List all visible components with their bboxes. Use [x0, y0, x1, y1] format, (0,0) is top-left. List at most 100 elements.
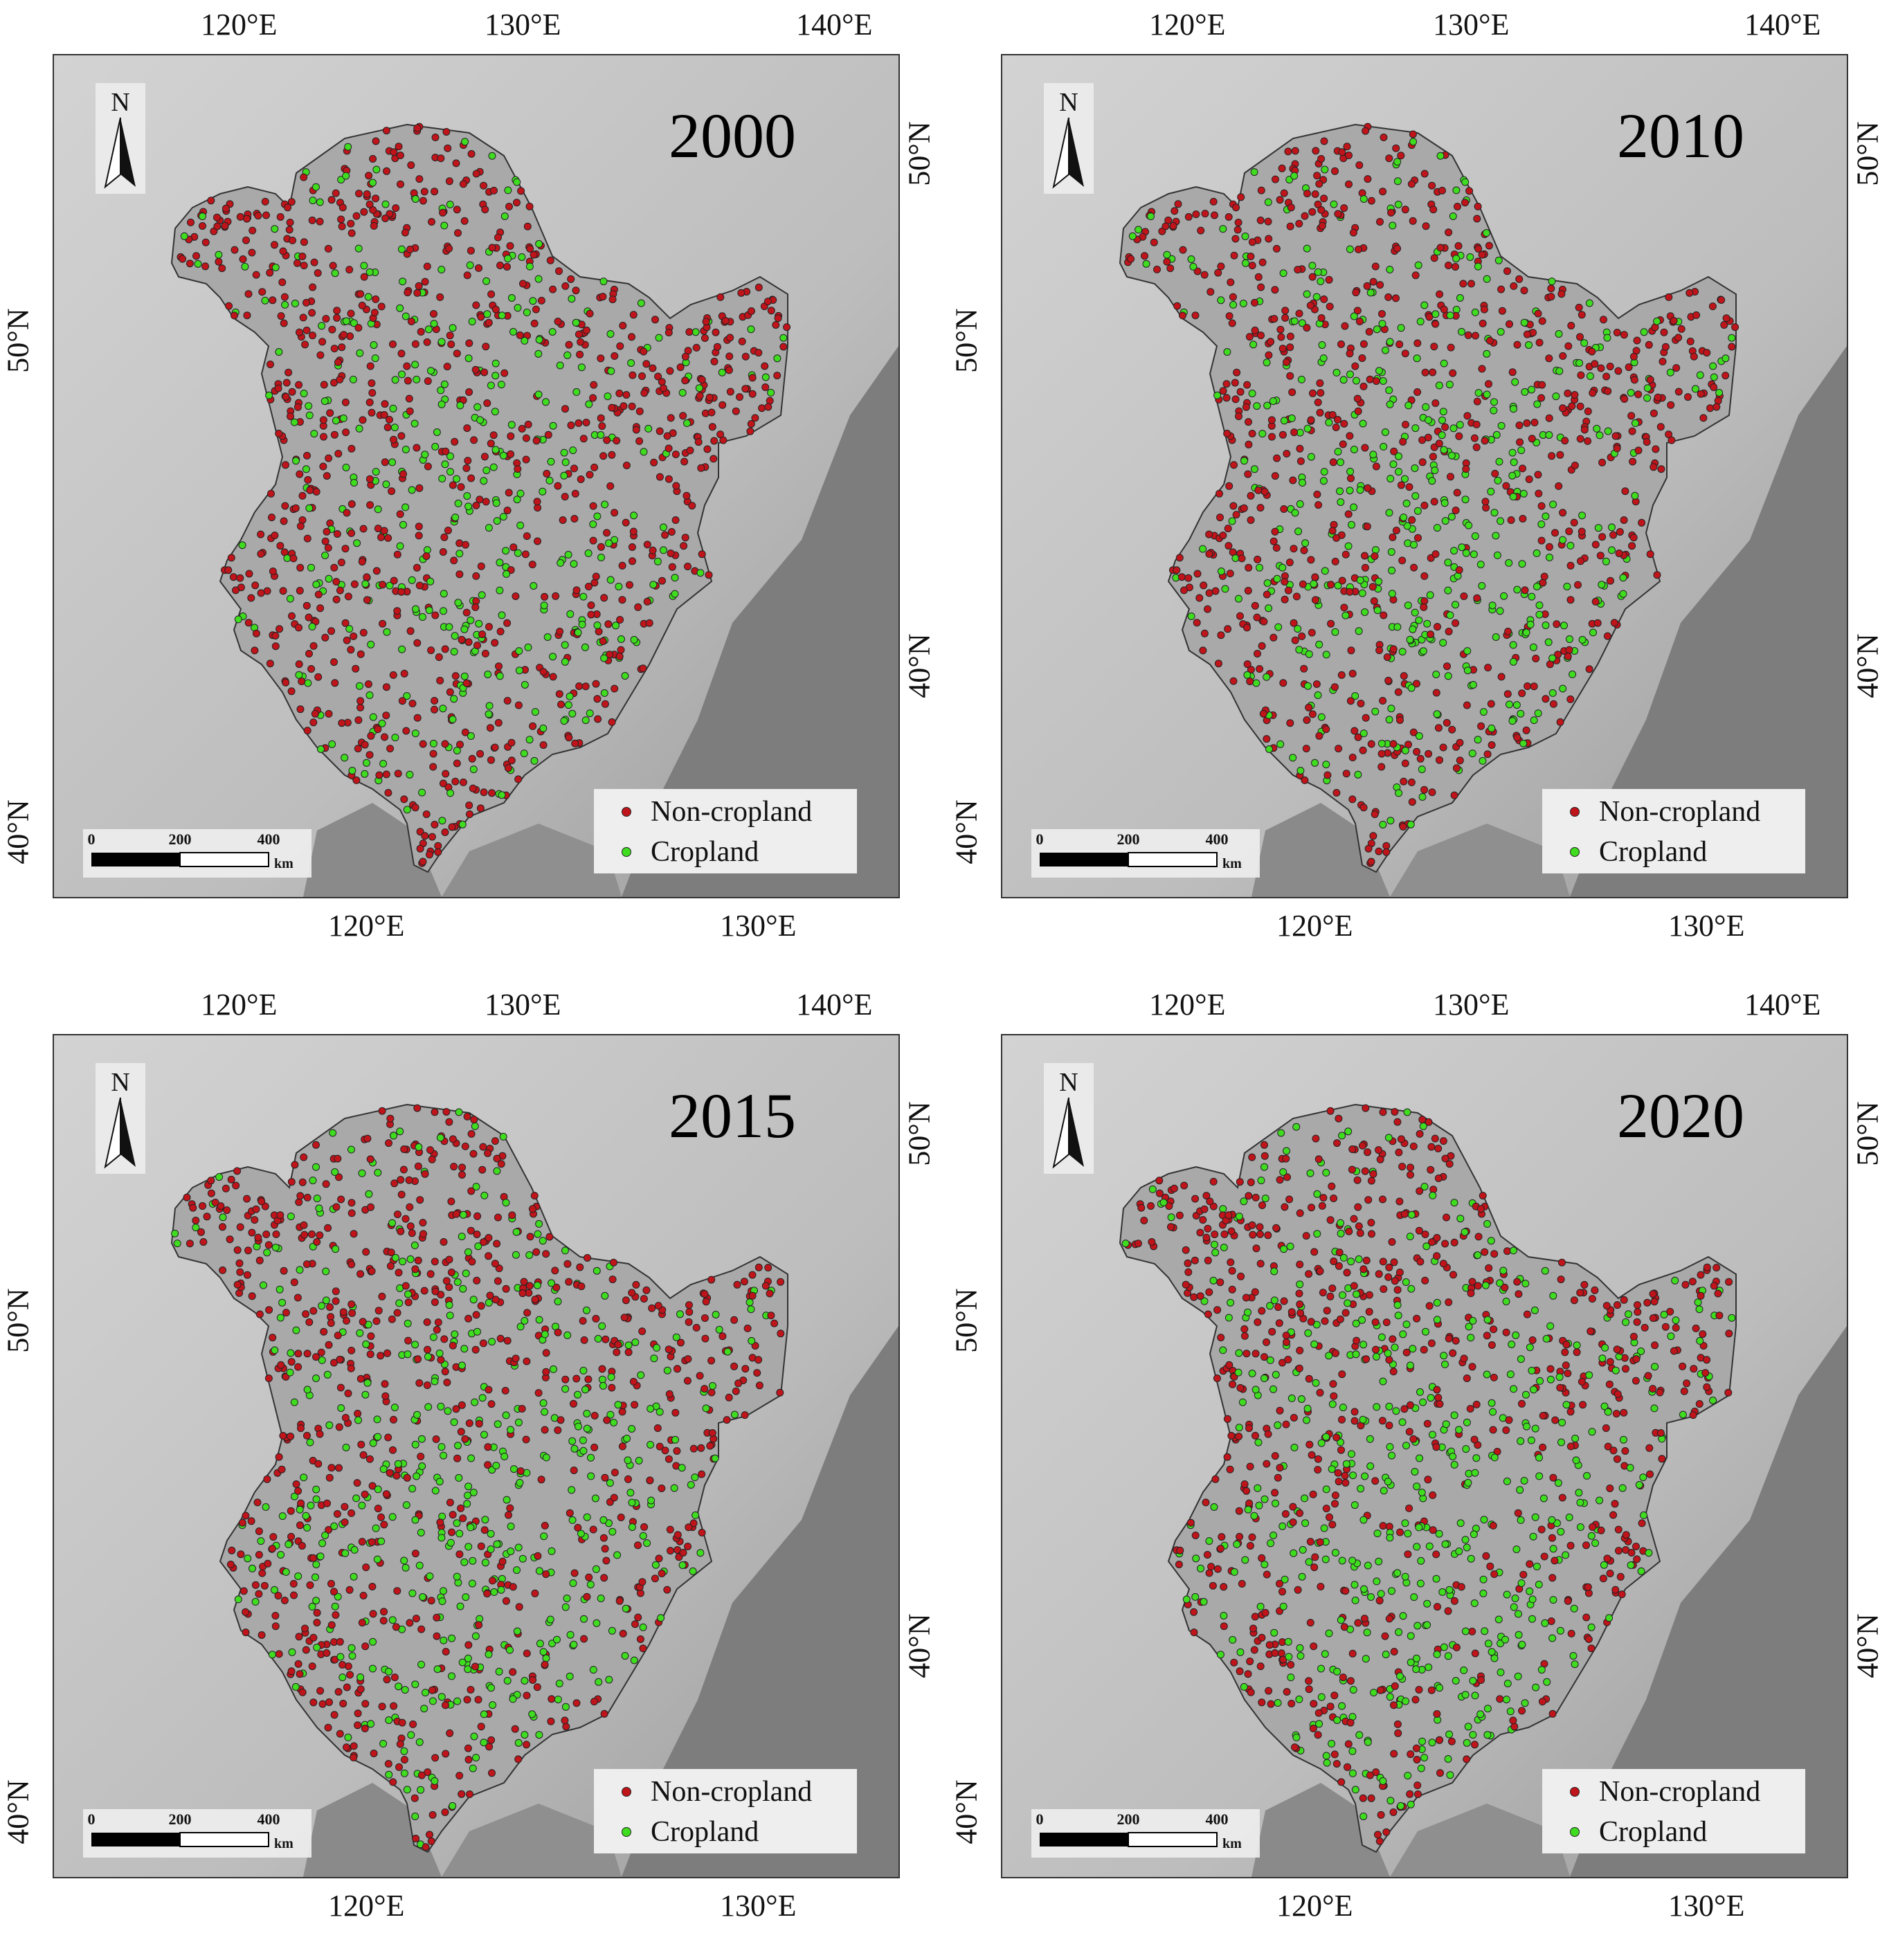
- cropland-point: [1317, 713, 1326, 721]
- non-cropland-point: [1405, 1504, 1413, 1512]
- non-cropland-point: [494, 1277, 502, 1285]
- non-cropland-point: [506, 242, 514, 250]
- cropland-point: [1418, 793, 1427, 801]
- sea-area: [1570, 1326, 1847, 1877]
- cropland-point: [480, 1710, 488, 1718]
- non-cropland-point: [1215, 489, 1223, 498]
- non-cropland-point: [419, 1219, 427, 1227]
- non-cropland-point: [518, 425, 526, 433]
- non-cropland-point: [468, 1258, 476, 1266]
- non-cropland-point: [686, 446, 694, 455]
- non-cropland-point: [424, 1768, 432, 1777]
- cropland-point: [506, 1646, 514, 1654]
- non-cropland-point: [618, 561, 626, 570]
- cropland-point: [539, 487, 547, 496]
- non-cropland-point: [1413, 339, 1422, 347]
- cropland-point: [1422, 403, 1430, 411]
- cropland-point: [302, 465, 310, 473]
- non-cropland-point: [557, 700, 565, 709]
- cropland-point: [555, 1680, 563, 1687]
- non-cropland-point: [590, 1443, 599, 1451]
- non-cropland-point: [1277, 333, 1285, 341]
- non-cropland-point: [1413, 680, 1420, 688]
- non-cropland-point: [1537, 536, 1546, 545]
- non-cropland-point: [1547, 1617, 1555, 1625]
- cropland-marker-icon: [622, 1827, 631, 1837]
- non-cropland-point: [401, 1215, 410, 1223]
- non-cropland-point: [381, 733, 388, 741]
- non-cropland-point: [1199, 646, 1207, 655]
- cropland-point: [593, 1267, 601, 1275]
- non-cropland-point: [503, 1336, 512, 1345]
- non-cropland-point: [1328, 1285, 1337, 1292]
- non-cropland-point: [1245, 440, 1253, 448]
- non-cropland-point: [631, 1401, 639, 1409]
- cropland-point: [1594, 524, 1602, 532]
- non-cropland-point: [685, 1308, 694, 1316]
- non-cropland-point: [1478, 365, 1486, 373]
- cropland-point: [534, 350, 543, 358]
- cropland-point: [1296, 1280, 1304, 1289]
- non-cropland-point: [1222, 380, 1231, 388]
- non-cropland-point: [1295, 309, 1303, 318]
- cropland-point: [1255, 1501, 1263, 1509]
- non-cropland-point: [1577, 557, 1584, 565]
- non-cropland-point: [289, 554, 298, 563]
- cropland-point: [350, 479, 358, 487]
- cropland-point: [459, 1210, 467, 1219]
- cropland-point: [1406, 1233, 1414, 1241]
- cropland-point: [328, 740, 336, 748]
- non-cropland-point: [1217, 1334, 1225, 1342]
- non-cropland-point: [1701, 1369, 1710, 1377]
- cropland-point: [1294, 527, 1303, 536]
- non-cropland-point: [374, 725, 382, 734]
- non-cropland-point: [480, 1526, 489, 1534]
- cropland-point: [583, 1513, 591, 1521]
- non-cropland-point: [1273, 454, 1281, 462]
- cropland-point: [554, 1298, 562, 1305]
- non-cropland-point: [341, 398, 350, 406]
- non-cropland-point: [1380, 134, 1388, 141]
- non-cropland-point: [777, 1330, 785, 1338]
- cropland-point: [1481, 1627, 1489, 1635]
- non-cropland-point: [345, 1586, 354, 1594]
- cropland-point: [364, 293, 372, 301]
- non-cropland-point: [599, 293, 607, 301]
- non-cropland-point: [390, 148, 398, 156]
- non-cropland-point: [770, 1319, 779, 1327]
- non-cropland-point: [334, 450, 343, 457]
- non-cropland-point: [518, 1405, 526, 1413]
- cropland-point: [1587, 1623, 1596, 1631]
- cropland-point: [589, 520, 597, 528]
- cropland-point: [1601, 1343, 1609, 1352]
- cropland-point: [1444, 1652, 1452, 1660]
- non-cropland-point: [463, 271, 471, 280]
- non-cropland-point: [516, 1467, 525, 1476]
- non-cropland-point: [1524, 682, 1532, 690]
- non-cropland-point: [451, 437, 459, 446]
- cropland-point: [1402, 1321, 1411, 1329]
- cropland-point: [671, 574, 679, 582]
- non-cropland-point: [1434, 1603, 1441, 1611]
- cropland-point: [1533, 400, 1542, 408]
- cropland-point: [1517, 1437, 1525, 1445]
- non-cropland-point: [600, 1709, 608, 1718]
- bottom-label-130e: 130°E: [720, 1889, 797, 1923]
- cropland-point: [1490, 406, 1498, 415]
- cropland-point: [579, 1446, 588, 1455]
- cropland-point: [1393, 623, 1402, 631]
- non-cropland-point: [1470, 1435, 1479, 1444]
- non-cropland-point: [1225, 312, 1233, 320]
- non-cropland-point: [1286, 372, 1294, 380]
- cropland-point: [320, 397, 329, 406]
- non-cropland-point: [761, 383, 770, 391]
- non-cropland-point: [748, 307, 755, 315]
- non-cropland-point: [1251, 1431, 1259, 1440]
- non-cropland-point: [1565, 527, 1573, 536]
- cropland-point: [463, 492, 471, 500]
- cropland-point: [1210, 1503, 1218, 1511]
- non-cropland-point: [1365, 1307, 1373, 1316]
- non-cropland-point: [1465, 187, 1474, 195]
- cropland-point: [1379, 1377, 1387, 1386]
- non-cropland-point: [356, 1270, 365, 1278]
